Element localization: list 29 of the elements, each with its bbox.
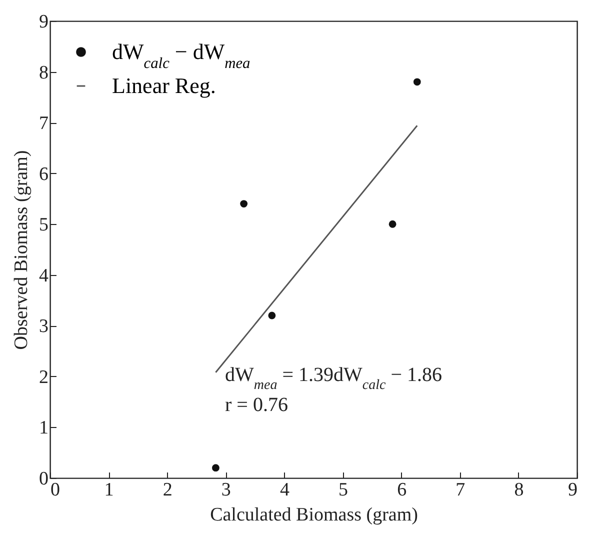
y-axis-title: Observed Biomass (gram) bbox=[11, 150, 32, 350]
point bbox=[388, 220, 396, 228]
y-tick-label: 9 bbox=[39, 12, 48, 32]
y-tick-label: 5 bbox=[39, 214, 48, 236]
point bbox=[212, 464, 220, 472]
annotation: r = 0.76 bbox=[225, 394, 288, 416]
annotation: dW$_{mea}$ = 1.39dW$_{calc}$ − 1.86 bbox=[225, 364, 442, 392]
x-tick-label: 8 bbox=[514, 480, 524, 500]
point bbox=[413, 78, 421, 86]
y-tick-label: 8 bbox=[39, 62, 48, 84]
point bbox=[268, 312, 276, 320]
x-tick-label: 9 bbox=[568, 480, 578, 500]
y-tick-label: 2 bbox=[39, 366, 48, 388]
y-tick-label: 1 bbox=[39, 418, 48, 439]
point bbox=[240, 200, 248, 208]
x-tick-label: 6 bbox=[397, 480, 407, 500]
x-tick-label: 5 bbox=[338, 480, 348, 500]
legend-label: dW$_{calc}$ − dW$_{mea}$ bbox=[112, 39, 251, 72]
y-tick-label: 4 bbox=[39, 265, 49, 286]
x-tick-label: 7 bbox=[456, 480, 466, 500]
legend-label: Linear Reg. bbox=[112, 73, 216, 98]
x-tick-label: 1 bbox=[104, 480, 114, 500]
x-tick-label: 3 bbox=[221, 480, 231, 500]
x-axis-title: Calculated Biomass (gram) bbox=[210, 504, 418, 526]
y-tick-label: 3 bbox=[39, 316, 48, 338]
y-tick-label: 6 bbox=[39, 164, 48, 185]
x-tick-label: 4 bbox=[280, 480, 290, 500]
y-tick-label: 7 bbox=[39, 113, 48, 134]
x-tick-label: 2 bbox=[162, 480, 172, 500]
